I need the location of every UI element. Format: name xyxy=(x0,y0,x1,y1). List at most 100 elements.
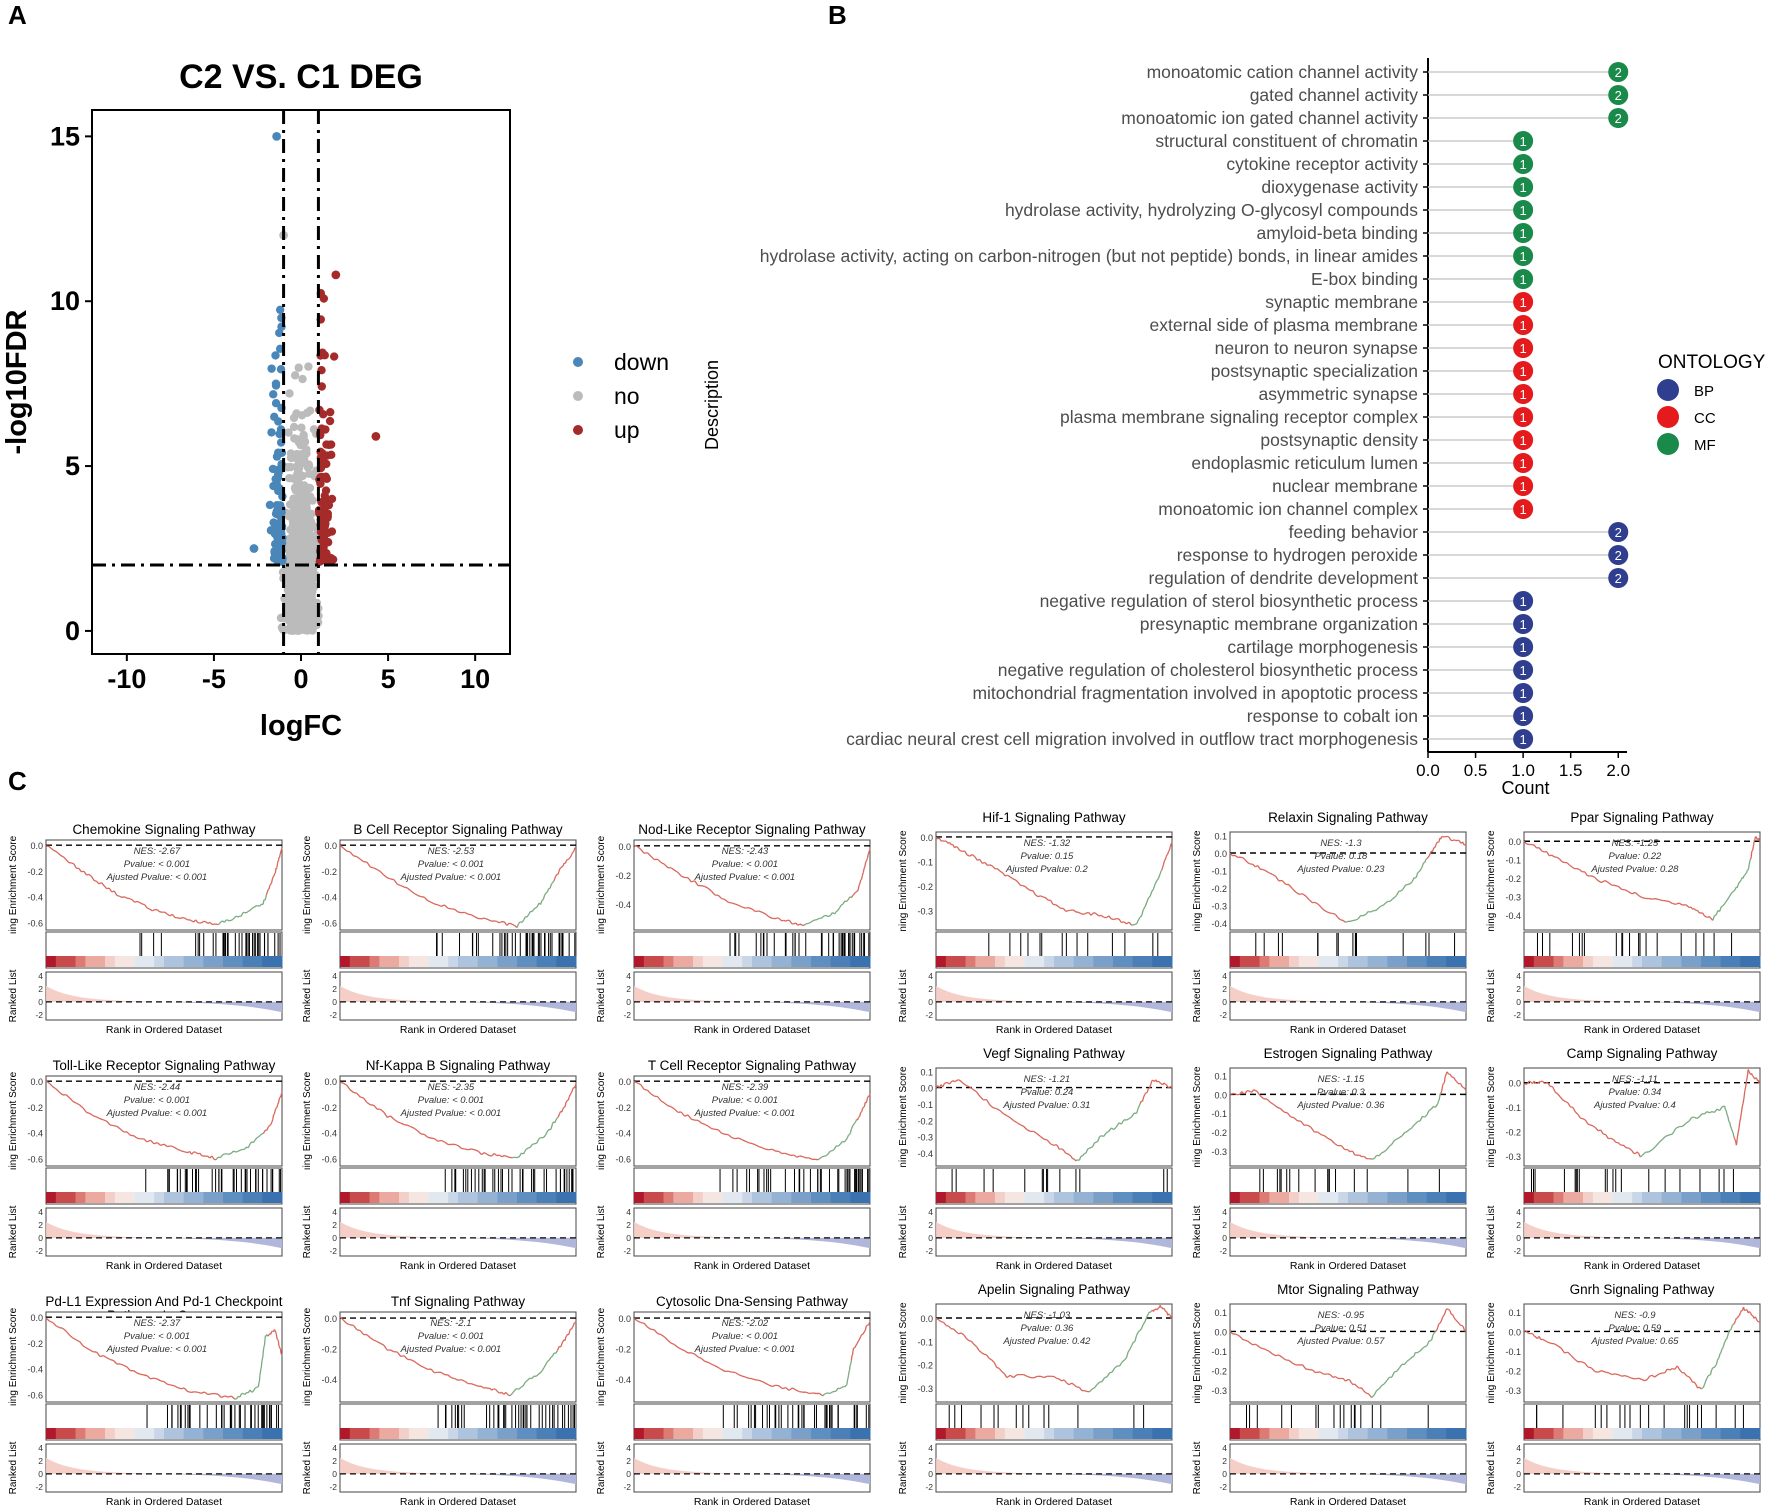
gsea-es-segment xyxy=(444,904,449,909)
gsea-es-segment xyxy=(1108,1127,1112,1132)
gsea-es-segment xyxy=(1058,1378,1062,1382)
gsea-es-tick: -0.4 xyxy=(615,900,631,910)
volcano-point-down xyxy=(267,428,276,437)
gsea-es-segment xyxy=(841,1386,844,1389)
gsea-es-segment xyxy=(1734,1317,1738,1321)
gsea-es-segment xyxy=(72,1100,77,1104)
gsea-es-segment xyxy=(561,1108,564,1113)
gsea-rank-color xyxy=(673,1428,684,1439)
gsea-es-segment xyxy=(259,1133,263,1137)
volcano-point-down xyxy=(265,500,275,510)
gsea-rank-color xyxy=(761,1428,773,1439)
go-dot xyxy=(1513,614,1534,634)
gsea-rank-color xyxy=(1289,1192,1300,1203)
gsea-es-curve xyxy=(339,844,577,929)
gsea-rank-color xyxy=(1279,1428,1290,1439)
gsea-es-segment xyxy=(1242,1338,1246,1341)
gsea-es-segment xyxy=(271,876,274,880)
go-dot-count: 1 xyxy=(1520,410,1527,425)
gsea-es-segment xyxy=(1566,862,1570,866)
gsea-es-segment xyxy=(561,865,564,868)
gsea-rank-tick: 4 xyxy=(332,1443,337,1453)
gsea-es-segment xyxy=(1349,1150,1352,1153)
gsea-es-segment xyxy=(1526,843,1530,846)
gsea-es-segment xyxy=(363,1097,368,1103)
gsea-es-segment xyxy=(69,1097,74,1102)
gsea-es-segment xyxy=(640,1084,645,1090)
volcano-point-no xyxy=(291,606,300,615)
gsea-es-segment xyxy=(1428,1108,1432,1112)
gsea-es-segment xyxy=(1628,1147,1631,1150)
gsea-es-segment xyxy=(254,905,257,908)
gsea-es-segment xyxy=(1454,1318,1458,1322)
gsea-rank-color xyxy=(1543,1192,1554,1203)
gsea-nes: NES: -2.1 xyxy=(430,1318,471,1329)
gsea-es-segment xyxy=(146,907,150,910)
gsea-es-segment xyxy=(1137,1330,1141,1333)
gsea-es-segment xyxy=(531,908,535,913)
gsea-es-segment xyxy=(636,846,642,850)
gsea-title: Cytosolic Dna-Sensing Pathway xyxy=(656,1294,848,1309)
gsea-es-tick: -0.3 xyxy=(1505,1152,1521,1162)
gsea-es-segment xyxy=(965,1338,970,1342)
volcano-point-up xyxy=(327,450,336,460)
go-dot xyxy=(1513,315,1534,335)
gsea-rank-frame xyxy=(1229,971,1467,1021)
gsea-title: Vegf Signaling Pathway xyxy=(983,1046,1125,1061)
gsea-rank-area-neg xyxy=(1065,1473,1172,1485)
gsea-es-segment xyxy=(143,1138,148,1143)
gsea-es-segment xyxy=(1707,916,1710,919)
gsea-es-segment xyxy=(569,855,572,858)
gsea-es-segment xyxy=(1305,895,1310,901)
gsea-es-segment xyxy=(549,1128,552,1131)
gsea-es-segment xyxy=(277,1101,280,1105)
gsea-es-segment xyxy=(1711,1367,1714,1371)
gsea-rank-color xyxy=(408,1192,420,1203)
gsea-es-segment xyxy=(1744,1309,1747,1312)
gsea-es-segment xyxy=(1043,1138,1048,1141)
gsea-es-segment xyxy=(1062,907,1067,912)
gsea-es-segment xyxy=(271,1119,274,1123)
gsea-es-segment xyxy=(845,899,849,902)
gsea-es-segment xyxy=(525,1147,529,1151)
gsea-es-segment xyxy=(1434,845,1437,848)
gsea-es-segment xyxy=(86,873,90,876)
gsea-es-segment xyxy=(1707,1374,1710,1377)
gsea-rank-color xyxy=(673,956,684,967)
gsea-rank-color xyxy=(1622,1192,1633,1203)
gsea-es-segment xyxy=(1378,1152,1383,1157)
gsea-rank-color xyxy=(272,956,283,967)
gsea-es-segment xyxy=(847,1375,850,1379)
gsea-es-segment xyxy=(538,1372,541,1375)
gsea-rank-area xyxy=(936,1458,1172,1485)
gsea-es-segment xyxy=(69,1334,74,1339)
gsea-es-segment xyxy=(1440,1317,1444,1322)
gsea-rank-axis-label: Ranked List xyxy=(1486,969,1497,1022)
gsea-es-segment xyxy=(153,1142,158,1145)
gsea-es-segment xyxy=(55,850,60,855)
gsea-rank-color xyxy=(114,956,126,967)
gsea-es-segment xyxy=(1367,1393,1371,1396)
gsea-rank-color xyxy=(85,1192,96,1203)
volcano-xtick-label: -5 xyxy=(202,664,226,694)
gsea-es-segment xyxy=(1567,1351,1572,1357)
gsea-es-segment xyxy=(400,1355,405,1358)
gsea-rank-color xyxy=(1681,1192,1692,1203)
gsea-es-segment xyxy=(1308,899,1314,904)
gsea-es-segment xyxy=(1538,847,1543,852)
gsea-rank-tick: 4 xyxy=(1222,1207,1227,1217)
gsea-rank-color xyxy=(693,1192,704,1203)
gsea-rank-color xyxy=(1387,1192,1398,1203)
gsea-es-segment xyxy=(977,858,981,861)
gsea-es-segment xyxy=(1006,1115,1011,1119)
gsea-es-segment xyxy=(1738,1314,1740,1317)
gsea-es-segment xyxy=(745,906,749,909)
gsea-panel: B Cell Receptor Signaling Pathway0.0-0.2… xyxy=(302,822,577,1036)
gsea-es-segment xyxy=(1134,1335,1138,1342)
gsea-rank-area xyxy=(1230,1222,1466,1249)
gsea-rank-color xyxy=(546,1428,557,1439)
gsea-rank-color xyxy=(242,1428,253,1439)
gsea-es-segment xyxy=(1641,1378,1645,1382)
gsea-es-segment xyxy=(1697,1386,1700,1389)
gsea-rank-color xyxy=(536,1428,547,1439)
